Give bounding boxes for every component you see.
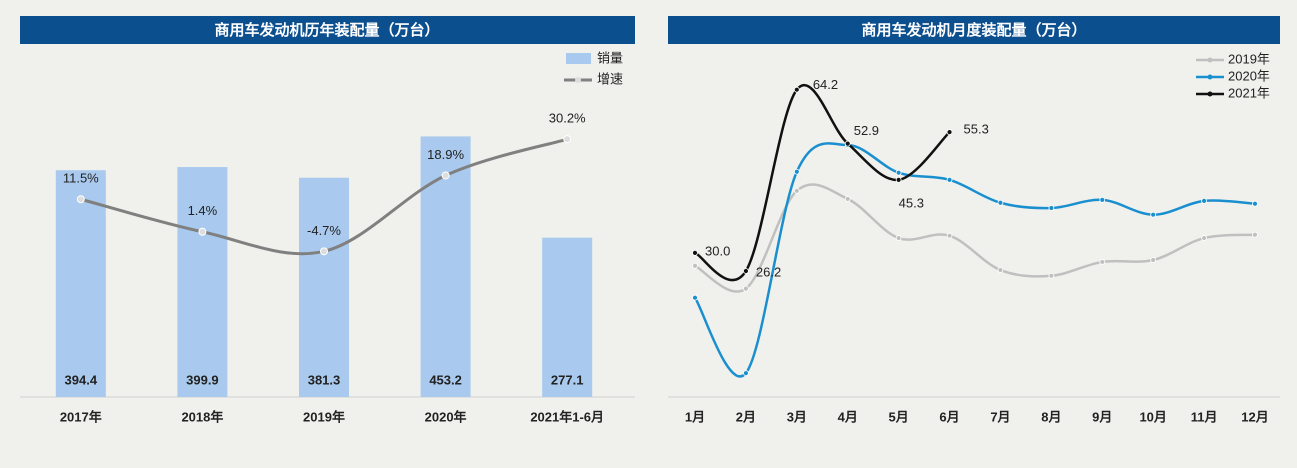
point	[1048, 205, 1055, 211]
growth-point	[441, 171, 450, 180]
x-tick-label: 8月	[1041, 409, 1061, 424]
point	[1201, 235, 1207, 241]
legend-swatch	[1207, 91, 1213, 97]
point	[946, 232, 953, 239]
x-tick-label: 2018年	[181, 409, 223, 424]
x-tick-label: 11月	[1191, 409, 1218, 424]
legend-label: 2021年	[1228, 85, 1270, 100]
series-line	[694, 84, 951, 282]
x-tick-label: 12月	[1241, 409, 1268, 424]
bar	[542, 237, 593, 397]
bar	[420, 136, 471, 397]
bar	[55, 170, 106, 397]
legend-swatch	[1207, 57, 1213, 63]
growth-point	[320, 247, 328, 256]
x-tick-label: 1月	[685, 409, 705, 424]
point	[692, 262, 698, 269]
point	[1150, 257, 1157, 263]
legend-swatch	[1207, 74, 1213, 80]
data-label: 381.3	[308, 372, 341, 387]
data-label: 399.9	[186, 372, 219, 387]
bar	[299, 177, 349, 397]
data-label: 45.3	[899, 195, 924, 210]
chart-title: 商用车发动机月度装配量（万台）	[861, 21, 1086, 39]
data-label: 55.3	[964, 122, 989, 137]
x-tick-label: 7月	[990, 409, 1010, 424]
point	[1252, 200, 1258, 207]
point	[997, 199, 1004, 206]
x-tick-label: 4月	[838, 409, 858, 424]
x-tick-label: 2017年	[60, 409, 102, 424]
x-tick-label: 2021年1-6月	[530, 409, 604, 424]
point	[946, 129, 953, 136]
x-tick-label: 3月	[787, 409, 807, 424]
x-tick-label: 5月	[889, 409, 909, 424]
legend-label: 增速	[597, 71, 623, 86]
point	[1252, 231, 1258, 238]
legend-label: 销量	[597, 50, 623, 65]
growth-point	[76, 195, 85, 204]
data-label: 277.1	[551, 372, 584, 387]
x-tick-label: 9月	[1092, 409, 1112, 424]
point	[692, 249, 698, 256]
point	[793, 86, 800, 93]
point	[895, 176, 902, 183]
point	[1150, 211, 1157, 218]
point	[1099, 196, 1106, 203]
data-label: 30.2%	[549, 111, 586, 126]
chart-title: 商用车发动机历年装配量（万台）	[214, 21, 439, 39]
point	[1048, 272, 1055, 279]
data-label: 64.2	[813, 77, 838, 92]
data-label: 26.2	[756, 264, 781, 279]
point	[997, 267, 1004, 273]
point	[692, 294, 698, 301]
point	[793, 168, 800, 175]
point	[1099, 259, 1106, 265]
point	[743, 268, 749, 274]
title-bar	[668, 16, 1280, 44]
growth-point	[198, 227, 207, 236]
x-tick-label: 6月	[939, 409, 959, 424]
point	[895, 235, 902, 241]
growth-point	[563, 135, 572, 144]
series-line	[693, 142, 1256, 378]
x-tick-label: 2020年	[425, 409, 467, 424]
data-label: 11.5%	[63, 171, 99, 186]
legend-swatch	[566, 53, 591, 64]
bar	[177, 167, 228, 397]
x-tick-label: 10月	[1139, 409, 1166, 424]
data-label: 52.9	[854, 123, 879, 138]
legend-swatch	[575, 77, 581, 83]
data-label: 453.2	[429, 372, 462, 387]
data-label: 30.0	[705, 243, 730, 258]
x-tick-label: 2月	[736, 409, 756, 424]
point	[793, 187, 800, 194]
point	[844, 196, 851, 202]
legend-label: 2020年	[1228, 68, 1270, 83]
x-tick-label: 2019年	[303, 409, 345, 424]
data-label: 18.9%	[427, 147, 464, 162]
data-label: -4.7%	[307, 223, 341, 238]
point	[1201, 197, 1207, 204]
point	[844, 140, 851, 147]
point	[743, 370, 749, 376]
title-bar	[20, 16, 635, 44]
point	[946, 176, 953, 183]
point	[743, 285, 749, 292]
legend-label: 2019年	[1228, 51, 1270, 66]
data-label: 1.4%	[188, 203, 218, 218]
point	[895, 169, 902, 176]
data-label: 394.4	[65, 372, 98, 387]
